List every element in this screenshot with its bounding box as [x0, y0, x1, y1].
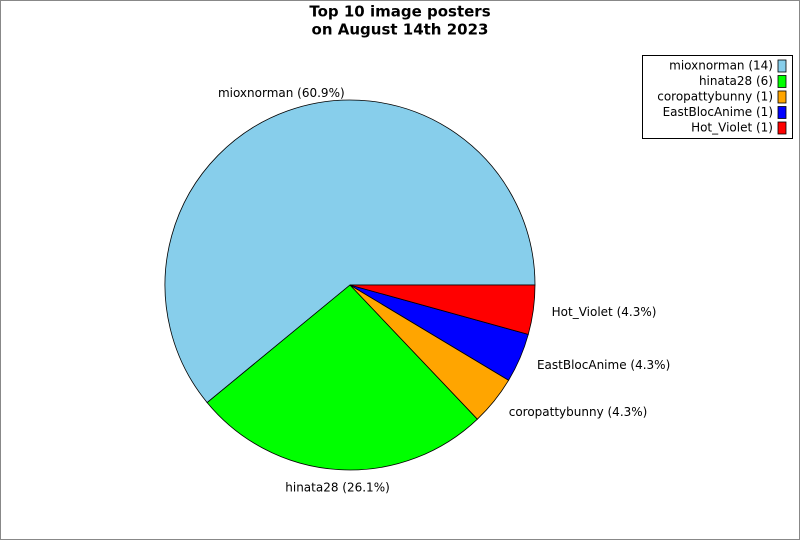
- legend-swatch: [777, 59, 787, 73]
- legend-label: coropattybunny (1): [657, 90, 773, 104]
- legend-label: mioxnorman (14): [669, 59, 773, 73]
- legend-label: Hot_Violet (1): [691, 121, 773, 135]
- pie-slice: [206, 284, 478, 471]
- slice-label: hinata28 (26.1%): [285, 481, 390, 495]
- legend-swatch: [777, 106, 787, 119]
- chart-title: Top 10 image posters: [309, 3, 490, 21]
- pie-slice: [349, 284, 536, 335]
- slice-label: mioxnorman (60.9%): [218, 86, 345, 100]
- slice-label: coropattybunny (4.3%): [509, 405, 648, 419]
- slice-label: Hot_Violet (4.3%): [552, 305, 657, 319]
- legend-label: EastBlocAnime (1): [663, 105, 773, 119]
- pie-slice: [164, 99, 536, 404]
- legend-swatch: [777, 90, 787, 104]
- legend-label: hinata28 (6): [699, 74, 773, 88]
- chart-title: on August 14th 2023: [312, 21, 489, 39]
- legend-box: [642, 55, 793, 139]
- legend-swatch: [777, 121, 787, 135]
- legend-swatch: [777, 75, 787, 88]
- slice-label: EastBlocAnime (4.3%): [537, 358, 670, 372]
